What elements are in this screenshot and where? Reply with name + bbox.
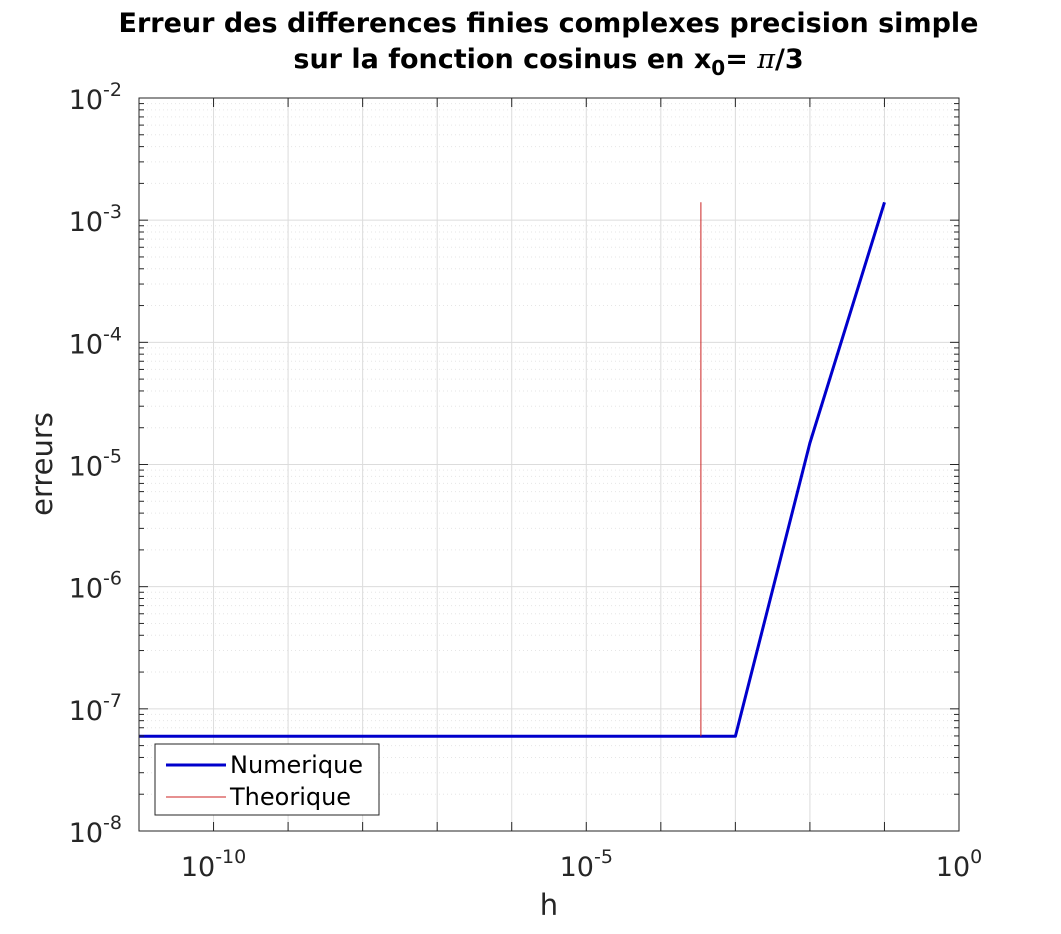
y-tick-label: 10-7 [69,690,122,727]
title-text-suffix: /3 [774,44,804,75]
y-tick-base: 10 [69,85,103,116]
title-text-equals: = [725,44,758,75]
y-tick-exponent: -5 [103,446,122,468]
title-text-prefix: sur la fonction cosinus en x [293,44,712,75]
y-tick-base: 10 [69,696,103,727]
y-tick-exponent: -4 [103,323,122,345]
y-tick-label: 10-5 [69,446,122,483]
chart-title-line-1: Erreur des differences finies complexes … [118,8,979,39]
y-tick-label: 10-6 [69,568,122,605]
series-line-numerique [139,201,886,738]
y-tick-base: 10 [69,329,103,360]
y-tick-exponent: -2 [103,79,122,101]
legend-box [154,743,380,816]
legend-label-numerique: Numerique [230,751,363,779]
y-tick-base: 10 [69,452,103,483]
x-tick-base: 10 [936,852,970,883]
x-tick-label: 10-5 [560,846,613,883]
x-tick-exponent: -10 [215,846,246,868]
legend-label-theorique: Theorique [229,783,351,811]
y-tick-exponent: -8 [103,812,122,834]
y-tick-label: 10-2 [69,79,122,116]
x-axis-label: h [540,888,558,922]
x-tick-base: 10 [560,852,594,883]
y-tick-exponent: -6 [103,568,122,590]
title-pi-symbol: π [757,44,775,75]
y-tick-exponent: -7 [103,690,122,712]
x-tick-base: 10 [181,852,215,883]
series-layer [139,201,886,738]
x-tick-label: 100 [936,846,982,883]
legend: Numerique Theorique [154,743,380,816]
y-tick-labels: 10-810-710-610-510-410-310-2 [69,79,122,849]
x-tick-labels: 10-10 10-5 100 [181,846,982,883]
plot-frame [138,97,960,832]
y-axis-label: erreurs [25,412,59,516]
chart-title-line-2: sur la fonction cosinus en x0= π/3 [18,44,1061,80]
y-tick-label: 10-8 [69,812,122,849]
x-tick-exponent: 0 [970,846,982,868]
y-tick-label: 10-3 [69,201,122,238]
y-tick-base: 10 [69,818,103,849]
ticks-layer [138,97,960,832]
title-subscript: 0 [711,56,726,80]
y-tick-label: 10-4 [69,323,122,360]
y-tick-base: 10 [69,574,103,605]
y-tick-exponent: -3 [103,201,122,223]
x-tick-label: 10-10 [181,846,246,883]
x-tick-exponent: -5 [594,846,613,868]
y-tick-base: 10 [69,207,103,238]
